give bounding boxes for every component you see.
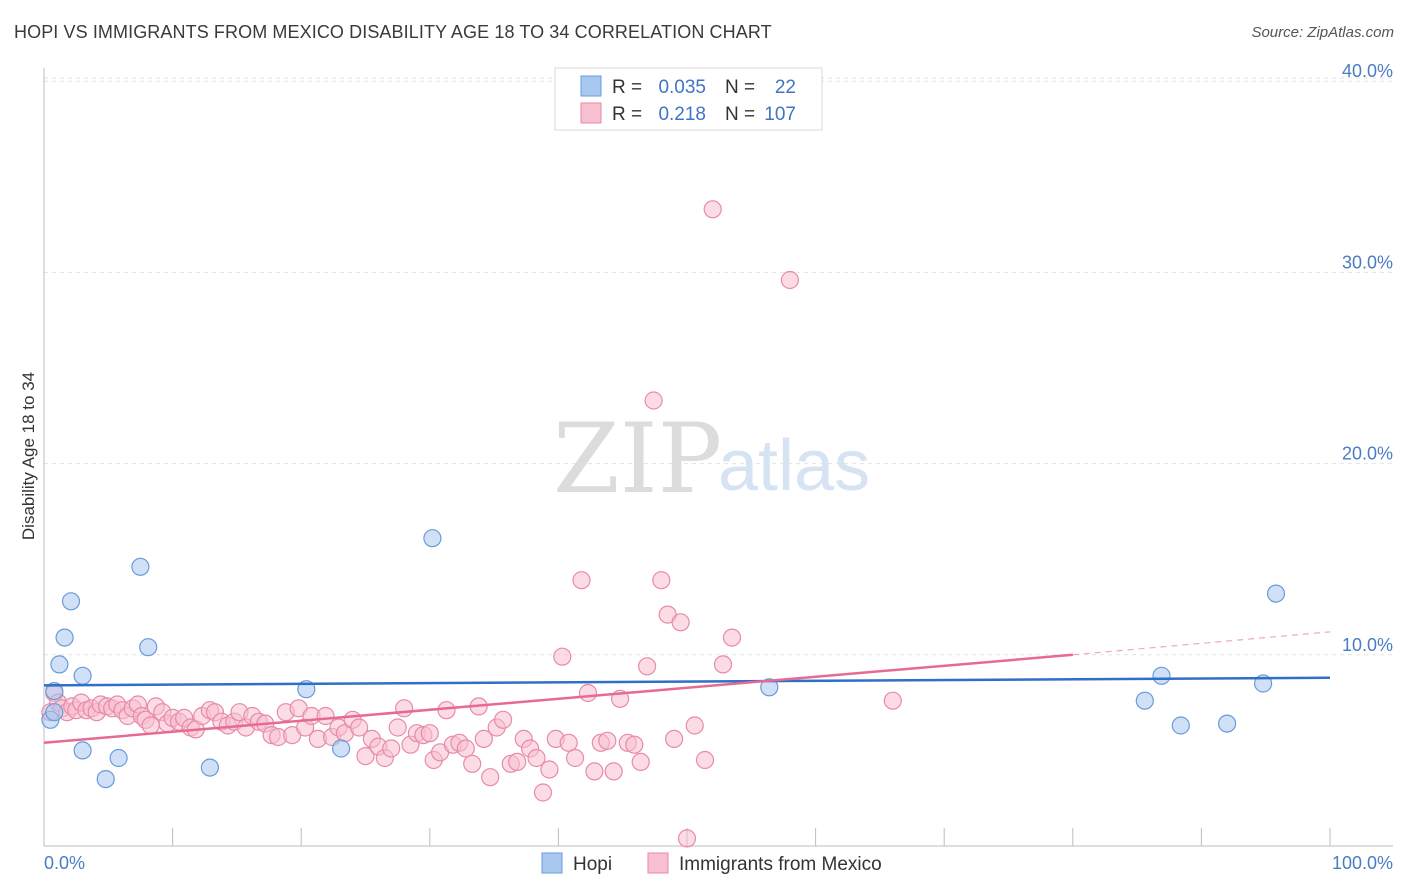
mexico-point: [420, 724, 439, 743]
mexico-point: [527, 748, 546, 768]
y-tick-label: 30.0%: [1342, 252, 1393, 272]
hopi-point: [73, 741, 92, 760]
mexico-point: [481, 768, 500, 787]
y-axis-label: Disability Age 18 to 34: [19, 372, 38, 540]
mexico-point: [598, 731, 617, 750]
y-tick-label: 10.0%: [1342, 635, 1393, 655]
y-tick-labels: 10.0% 20.0% 30.0% 40.0%: [1342, 61, 1393, 655]
mexico-point: [456, 739, 475, 758]
mexico-point: [494, 710, 513, 729]
hopi-point: [1266, 584, 1286, 603]
mexico-point: [631, 752, 650, 772]
mexico-trend-extension: [1072, 631, 1331, 656]
chart-title: HOPI VS IMMIGRANTS FROM MEXICO DISABILIT…: [14, 22, 772, 42]
bottom-legend: Hopi Immigrants from Mexico: [541, 852, 882, 875]
mexico-point: [533, 783, 553, 802]
mexico-point: [350, 718, 369, 737]
hopi-point: [45, 703, 64, 722]
y-tick-label: 20.0%: [1342, 444, 1393, 464]
grid-lines: [44, 77, 1393, 656]
hopi-point: [45, 681, 64, 701]
hopi-point: [1152, 666, 1171, 685]
mexico-point: [677, 829, 697, 848]
hopi-point: [760, 678, 779, 697]
mexico-point: [644, 391, 663, 410]
bottom-legend-swatch-hopi: [541, 852, 563, 874]
mexico-point: [395, 699, 414, 718]
mexico-point: [664, 729, 684, 749]
legend-hopi-r-label: R =: [612, 77, 642, 98]
mexico-point: [695, 750, 715, 770]
mexico-point: [437, 701, 456, 720]
mexico-point: [553, 647, 572, 666]
mexico-point: [508, 752, 527, 772]
mexico-point: [671, 613, 690, 632]
series-immigrants-from-mexico: [41, 200, 902, 848]
hopi-point: [423, 529, 442, 548]
mexico-point: [559, 733, 578, 752]
legend-mexico-r-value: 0.218: [658, 104, 706, 125]
mexico-point: [474, 729, 493, 749]
mexico-point: [356, 746, 375, 766]
watermark-zip: ZIP: [553, 403, 722, 515]
mexico-point: [637, 657, 657, 676]
hopi-point: [332, 739, 351, 758]
mexico-point: [685, 716, 704, 735]
mexico-point: [883, 691, 902, 710]
legend-mexico-r-label: R =: [612, 104, 642, 125]
mexico-point: [722, 628, 742, 647]
y-tick-label: 40.0%: [1342, 61, 1393, 81]
bottom-legend-mexico-label: Immigrants from Mexico: [679, 854, 882, 875]
hopi-point: [61, 592, 81, 611]
bottom-legend-swatch-mexico: [647, 852, 669, 874]
hopi-point: [139, 638, 158, 657]
hopi-point: [1217, 714, 1237, 733]
mexico-point: [585, 762, 604, 781]
mexico-point: [578, 683, 598, 703]
x-tick-labels: 0.0% 100.0%: [44, 853, 1393, 873]
legend-hopi-n-value: 22: [775, 77, 796, 98]
hopi-point: [131, 557, 150, 576]
mexico-point: [625, 735, 644, 754]
hopi-point: [55, 628, 74, 647]
watermark: ZIP atlas: [553, 403, 870, 515]
hopi-point: [1171, 716, 1190, 735]
watermark-atlas: atlas: [718, 426, 870, 506]
mexico-point: [565, 748, 585, 768]
mexico-point: [388, 718, 407, 737]
bottom-legend-hopi-label: Hopi: [573, 854, 612, 875]
legend: R = 0.035 N = 22 R = 0.218 N = 107: [554, 67, 823, 131]
legend-hopi-r-value: 0.035: [658, 77, 706, 98]
legend-mexico-n-label: N =: [725, 104, 755, 125]
hopi-point: [50, 655, 69, 674]
source-credit: Source: ZipAtlas.com: [1251, 24, 1394, 41]
hopi-trend-line: [43, 676, 1331, 687]
mexico-trend-line: [43, 653, 1073, 744]
legend-swatch-mexico: [580, 102, 602, 124]
mexico-point: [540, 760, 559, 779]
x-tick-min: 0.0%: [44, 853, 85, 873]
mexico-point: [572, 571, 591, 590]
legend-hopi-n-label: N =: [725, 77, 755, 98]
hopi-point: [200, 758, 219, 777]
mexico-point: [604, 762, 623, 781]
trend-lines: [43, 631, 1331, 744]
x-tick-max: 100.0%: [1332, 853, 1393, 873]
mexico-point: [780, 270, 800, 290]
legend-swatch-hopi: [580, 75, 602, 97]
series-hopi: [41, 529, 1286, 789]
hopi-point: [1135, 691, 1154, 710]
mexico-point: [382, 739, 401, 758]
mexico-point: [463, 754, 482, 773]
mexico-point: [703, 200, 722, 219]
mexico-point: [713, 655, 733, 674]
hopi-point: [109, 748, 128, 768]
hopi-point: [96, 769, 115, 789]
mexico-point: [652, 571, 671, 590]
legend-mexico-n-value: 107: [764, 104, 796, 125]
hopi-point: [73, 666, 92, 685]
mexico-point: [141, 716, 160, 735]
